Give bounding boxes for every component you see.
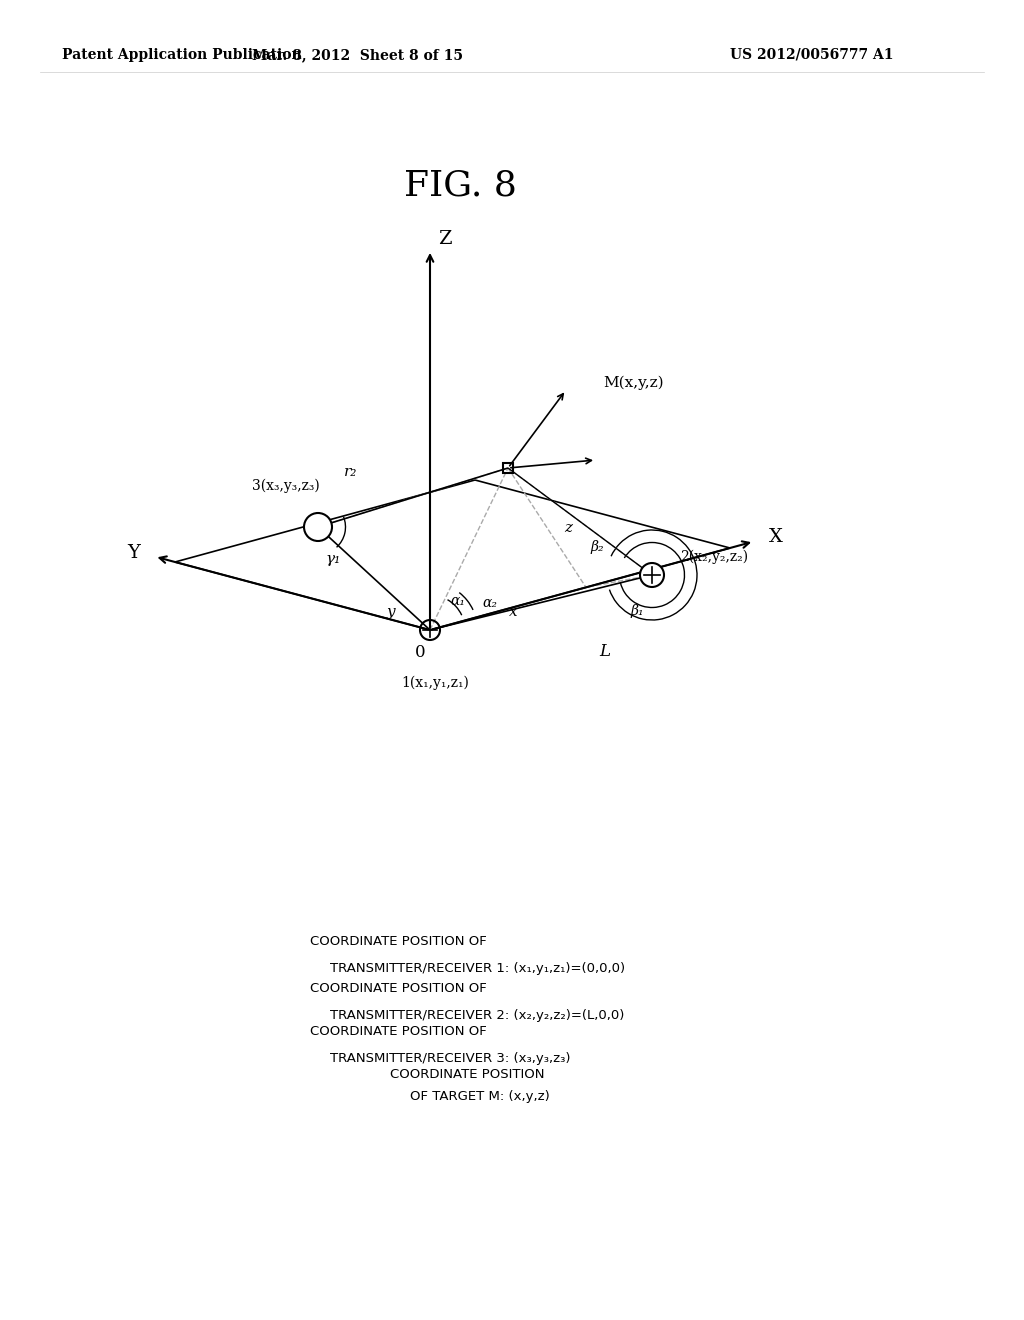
Circle shape (304, 513, 332, 541)
Circle shape (640, 564, 664, 587)
Text: COORDINATE POSITION OF: COORDINATE POSITION OF (310, 935, 486, 948)
Text: COORDINATE POSITION OF: COORDINATE POSITION OF (310, 1026, 486, 1038)
Text: y: y (386, 605, 395, 619)
Text: z: z (564, 521, 572, 535)
Text: β₂: β₂ (590, 540, 603, 554)
Text: TRANSMITTER/RECEIVER 3: (x₃,y₃,z₃): TRANSMITTER/RECEIVER 3: (x₃,y₃,z₃) (330, 1052, 570, 1065)
Text: 0: 0 (415, 644, 425, 661)
Text: x: x (509, 606, 517, 619)
Text: L: L (599, 644, 610, 660)
Text: Mar. 8, 2012  Sheet 8 of 15: Mar. 8, 2012 Sheet 8 of 15 (253, 48, 464, 62)
Text: TRANSMITTER/RECEIVER 2: (x₂,y₂,z₂)=(L,0,0): TRANSMITTER/RECEIVER 2: (x₂,y₂,z₂)=(L,0,… (330, 1008, 625, 1022)
Text: FIG. 8: FIG. 8 (403, 168, 516, 202)
Text: COORDINATE POSITION OF: COORDINATE POSITION OF (310, 982, 486, 995)
Text: α₁: α₁ (450, 594, 465, 609)
Text: α₂: α₂ (482, 597, 497, 610)
Text: X: X (769, 528, 783, 546)
Text: 2(x₂,y₂,z₂): 2(x₂,y₂,z₂) (680, 550, 749, 564)
Text: M(x,y,z): M(x,y,z) (603, 376, 664, 391)
Text: TRANSMITTER/RECEIVER 1: (x₁,y₁,z₁)=(0,0,0): TRANSMITTER/RECEIVER 1: (x₁,y₁,z₁)=(0,0,… (330, 962, 625, 975)
Text: r₂: r₂ (344, 465, 357, 479)
Text: US 2012/0056777 A1: US 2012/0056777 A1 (730, 48, 894, 62)
Text: β₁: β₁ (630, 605, 644, 618)
Text: COORDINATE POSITION: COORDINATE POSITION (390, 1068, 545, 1081)
Text: Z: Z (438, 230, 452, 248)
Text: OF TARGET M: (x,y,z): OF TARGET M: (x,y,z) (410, 1090, 550, 1104)
Text: 1(x₁,y₁,z₁): 1(x₁,y₁,z₁) (401, 676, 469, 690)
Text: Y: Y (127, 544, 139, 561)
Text: Patent Application Publication: Patent Application Publication (62, 48, 302, 62)
Text: γ₁: γ₁ (326, 552, 341, 566)
Text: 3(x₃,y₃,z₃): 3(x₃,y₃,z₃) (252, 479, 319, 492)
